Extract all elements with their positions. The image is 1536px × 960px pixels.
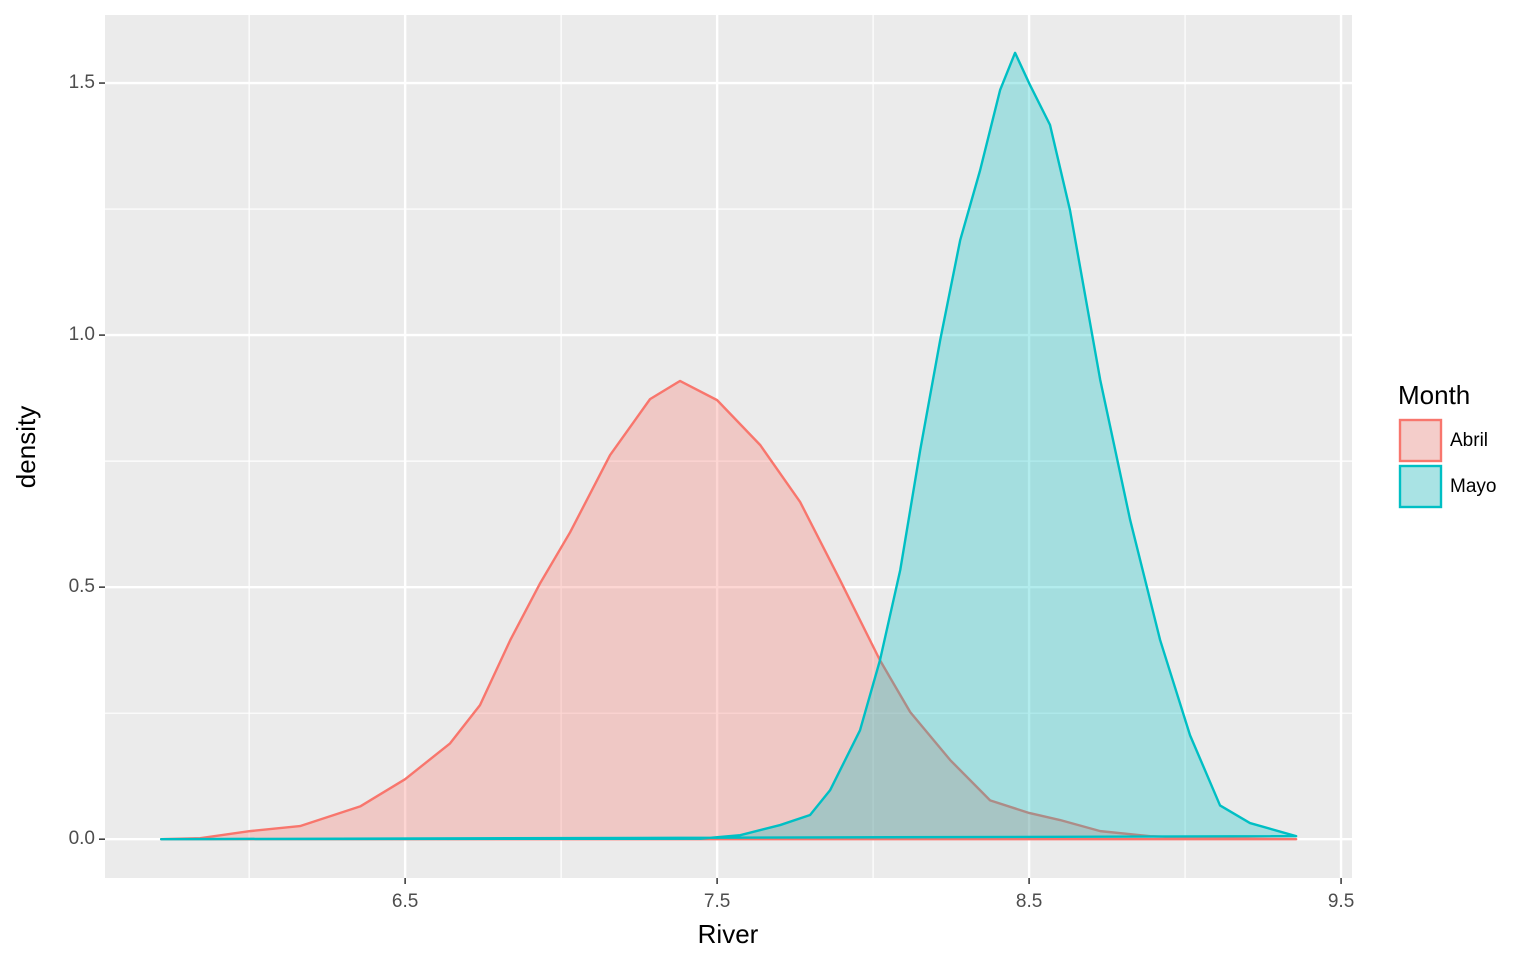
legend-key-bg (1399, 419, 1442, 462)
x-tick-label: 6.5 (392, 891, 418, 912)
legend-key (1398, 464, 1443, 509)
y-axis-label: density (11, 406, 41, 488)
density-area (159, 379, 1298, 841)
density-area (159, 51, 1298, 841)
y-tick-label: 1.5 (69, 72, 95, 93)
legend-label: Mayo (1450, 476, 1496, 497)
legend-key-bg (1399, 465, 1442, 508)
y-tick-label: 1.0 (69, 324, 95, 345)
legend-title: Month (1398, 380, 1470, 410)
legend-label: Abril (1450, 430, 1488, 451)
legend-key (1398, 418, 1443, 463)
panel (105, 15, 1352, 878)
x-tick-label: 9.5 (1328, 891, 1354, 912)
y-tick-label: 0.0 (69, 828, 95, 849)
y-tick-label: 0.5 (69, 576, 95, 597)
x-tick-label: 8.5 (1016, 891, 1042, 912)
x-tick-label: 7.5 (704, 891, 730, 912)
x-axis-label: River (698, 919, 759, 949)
